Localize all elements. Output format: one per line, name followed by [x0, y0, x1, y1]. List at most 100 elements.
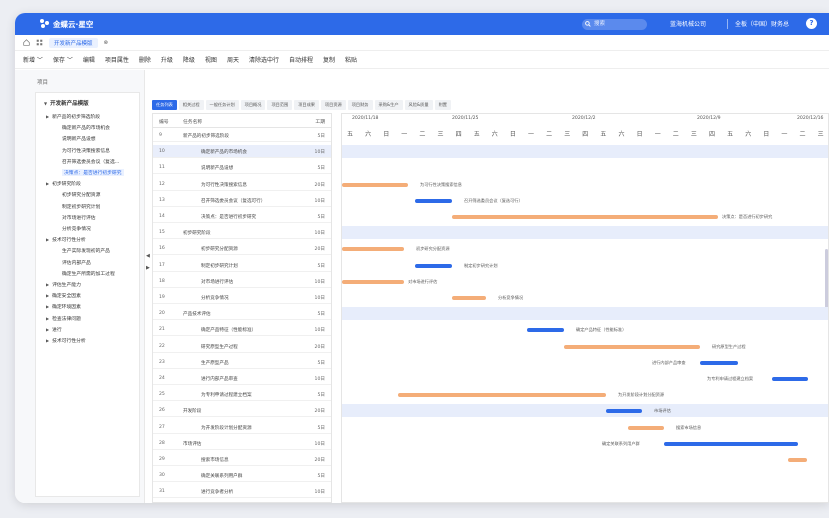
table-row[interactable]: 15 初步研究阶段 10日	[153, 226, 331, 240]
tree-item[interactable]: ▶ 确定安全因素	[46, 292, 81, 299]
table-row[interactable]: 20 产品技术评估 5日	[153, 307, 331, 321]
gantt-bar[interactable]	[664, 441, 798, 446]
tree-item[interactable]: 说明新产品设想	[62, 135, 96, 142]
user-menu[interactable]: 全板（中国）财务总	[735, 21, 790, 28]
gantt-bar[interactable]	[527, 328, 564, 333]
tree-item[interactable]: 生产实际发现初的产品	[62, 247, 110, 254]
tree-item[interactable]: 对市场进行评估	[62, 214, 96, 221]
table-row[interactable]: 30 确定关联系列用户群 5日	[153, 469, 331, 483]
gantt-bar[interactable]	[700, 360, 738, 365]
table-row[interactable]: 22 研究原型生产过程 20日	[153, 340, 331, 353]
tree-item[interactable]: ▶ 检查法律问题	[46, 315, 81, 322]
toolbar-button-7[interactable]: 视图	[204, 57, 217, 64]
toolbar-button-10[interactable]: 自动排程	[288, 57, 313, 64]
gantt-bar[interactable]	[342, 247, 404, 252]
table-row[interactable]: 13 召开筛选委员会议（复选可行） 10日	[153, 194, 331, 207]
tree-item[interactable]: ▶ 技术可行性分析	[46, 236, 86, 243]
table-row[interactable]: 11 说明新产品设想 5日	[153, 161, 331, 175]
gantt-bar[interactable]	[398, 393, 606, 398]
col-duration[interactable]: 工期	[315, 120, 325, 125]
tree-item[interactable]: 初步研究分配资源	[62, 191, 100, 198]
tree-item[interactable]: ▶ 进行	[46, 326, 62, 333]
gantt-bar[interactable]	[788, 458, 807, 462]
tree-root[interactable]: ▼ 开发新产品模版	[44, 99, 89, 107]
tab-4[interactable]: 项目范围	[267, 100, 293, 110]
tree-item[interactable]: 确定新产品的市场机会	[62, 124, 110, 131]
toolbar-button-1[interactable]: 保存 ﹀	[52, 57, 73, 64]
help-icon[interactable]: ?	[806, 18, 817, 29]
toolbar-button-12[interactable]: 粘贴	[345, 57, 358, 64]
grid-menu-icon[interactable]	[36, 39, 43, 46]
table-row[interactable]: 18 对市场进行评估 10日	[153, 275, 331, 288]
tab-3[interactable]: 项目概况	[240, 100, 266, 110]
tree-item[interactable]: 制定初步研究计划	[62, 203, 100, 210]
table-row[interactable]: 21 确定产品特征（性能标准） 10日	[153, 323, 331, 337]
table-row[interactable]: 19 分析竞争情况 10日	[153, 291, 331, 304]
tab-9[interactable]: 风险&质量	[404, 100, 433, 110]
gantt-bar[interactable]	[606, 409, 642, 414]
tree-item[interactable]: 分析竞争情况	[62, 225, 91, 232]
toolbar-button-3[interactable]: 项目属性	[104, 57, 129, 64]
tab-8[interactable]: 采购&生产	[374, 100, 403, 110]
table-row[interactable]: 24 进行内部产品审查 10日	[153, 372, 331, 385]
tree-item[interactable]: 为可行性决策搜索信息	[62, 147, 110, 154]
gantt-bar[interactable]	[628, 425, 664, 430]
tree-item[interactable]: ▶ 新产品的初步筛选阶段	[46, 113, 100, 120]
tree-item[interactable]: ▶ 初步研究阶段	[46, 180, 81, 187]
search-input[interactable]: 搜索	[582, 19, 647, 30]
table-row[interactable]: 31 进行竞争者分析 10日	[153, 485, 331, 499]
table-row[interactable]: 10 确定新产品的市场机会 10日	[153, 145, 331, 159]
tab-2[interactable]: 一般任务计划	[205, 100, 239, 110]
tree-item[interactable]: ▶ 评估生产能力	[46, 281, 81, 288]
toolbar-button-8[interactable]: 周天	[226, 57, 239, 64]
tree-item[interactable]: 评估内部产品	[62, 259, 91, 266]
col-name[interactable]: 任务名称	[183, 120, 203, 125]
gantt-bar[interactable]	[342, 182, 408, 187]
gantt-bar[interactable]	[772, 377, 808, 381]
tab-template[interactable]: 开发新产品模版	[49, 37, 98, 48]
panel-splitter[interactable]: ◀ ▶	[146, 253, 150, 271]
gantt-bar[interactable]	[342, 279, 404, 284]
table-row[interactable]: 23 生产原型产品 5日	[153, 356, 331, 369]
tree-item[interactable]: 召开筛选委员会议（复选...	[62, 158, 119, 165]
gantt-bar[interactable]	[415, 263, 452, 268]
toolbar-button-4[interactable]: 删除	[138, 57, 151, 64]
toolbar-button-0[interactable]: 新增 ﹀	[23, 57, 43, 64]
scrollbar[interactable]	[825, 249, 828, 309]
task-name: 开发阶段	[183, 409, 202, 415]
table-row[interactable]: 12 为可行性决策搜索信息 20日	[153, 178, 331, 191]
tab-6[interactable]: 项目资源	[320, 100, 346, 110]
table-row[interactable]: 25 为专利申请过程建立档案 5日	[153, 388, 331, 402]
tab-0[interactable]: 任务列表	[152, 100, 177, 110]
table-row[interactable]: 17 制定初步研究计划 5日	[153, 259, 331, 272]
close-tab-icon[interactable]: ⊗	[103, 39, 109, 46]
tree-item[interactable]: 确定生产所需的加工过程	[62, 270, 115, 277]
tree-item[interactable]: ▶ 技术可行性分析	[46, 337, 86, 344]
table-row[interactable]: 28 市场评估 10日	[153, 437, 331, 450]
toolbar-button-11[interactable]: 复制	[322, 57, 335, 64]
table-row[interactable]: 14 决策点：是否进行初步研究 5日	[153, 210, 331, 223]
table-row[interactable]: 16 初步研究分配资源 20日	[153, 242, 331, 256]
table-row[interactable]: 27 为开发阶段计划分配资源 5日	[153, 421, 331, 434]
home-icon[interactable]	[23, 39, 30, 46]
tab-10[interactable]: 附置	[434, 100, 451, 110]
col-id[interactable]: 编号	[159, 120, 169, 125]
gantt-bar[interactable]	[564, 344, 700, 349]
table-row[interactable]: 9 新产品的初步筛选阶段 5日	[153, 129, 331, 142]
gantt-bar[interactable]	[415, 198, 452, 203]
table-row[interactable]: 26 开发阶段 20日	[153, 404, 331, 418]
table-row[interactable]: 29 搜索市场信息 20日	[153, 453, 331, 466]
tree-item[interactable]: 决策点：是否进行初步研究	[62, 169, 124, 176]
tab-1[interactable]: 相关过程	[178, 100, 204, 110]
toolbar-button-5[interactable]: 升级	[160, 57, 173, 64]
toolbar-button-2[interactable]: 编辑	[82, 57, 95, 64]
tree-item[interactable]: ▶ 确定环境因素	[46, 303, 81, 310]
tab-7[interactable]: 项目财务	[347, 100, 373, 110]
tab-5[interactable]: 项目成果	[294, 100, 319, 110]
gantt-bar[interactable]	[452, 296, 486, 300]
toolbar-button-9[interactable]: 清除选中行	[248, 57, 279, 64]
toolbar-button-6[interactable]: 降级	[182, 57, 195, 64]
company-name[interactable]: 蓝海机械公司	[670, 21, 707, 28]
gantt-bar[interactable]	[452, 215, 718, 219]
app-logo[interactable]: 金蝶云·星空	[40, 19, 93, 30]
